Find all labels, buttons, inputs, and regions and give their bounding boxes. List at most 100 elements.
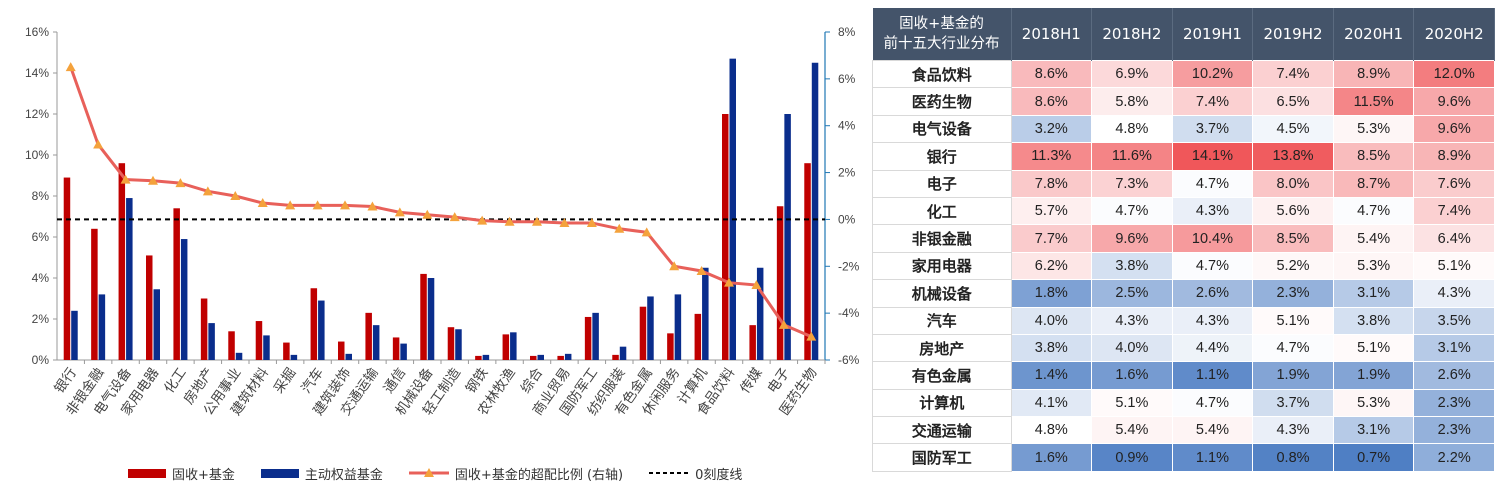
heatmap-cell: 5.6% bbox=[1252, 196, 1334, 226]
overweight-marker bbox=[559, 217, 570, 227]
right-tick-label: -4% bbox=[838, 306, 860, 320]
bar-fixed-plus bbox=[776, 206, 784, 360]
heatmap-cell: 3.2% bbox=[1010, 114, 1093, 144]
heatmap-cell: 7.6% bbox=[1413, 169, 1495, 198]
overweight-marker bbox=[751, 280, 762, 290]
overweight-marker bbox=[367, 201, 378, 211]
table-row: 非银金融 7.7% 9.6% 10.4% 8.5% 5.4% 6.4% bbox=[872, 224, 1495, 253]
heatmap-cell: 4.7% bbox=[1252, 333, 1334, 363]
heatmap-cell: 5.3% bbox=[1332, 388, 1415, 418]
heatmap-cell: 4.1% bbox=[1010, 388, 1093, 418]
bar-active-equity bbox=[564, 353, 572, 360]
heatmap-cell: 3.1% bbox=[1332, 416, 1415, 445]
bar-fixed-plus bbox=[420, 273, 427, 360]
bar-active-equity bbox=[647, 296, 654, 360]
industry-label: 非银金融 bbox=[872, 224, 1012, 253]
heatmap-cell: 8.6% bbox=[1010, 87, 1093, 116]
bar-fixed-plus bbox=[118, 163, 126, 360]
heatmap-cell: 8.7% bbox=[1332, 169, 1415, 198]
bar-active-equity bbox=[372, 325, 380, 360]
right-tick-label: -6% bbox=[838, 353, 860, 367]
industry-label: 计算机 bbox=[872, 388, 1012, 418]
header-title-line2: 前十五大行业分布 bbox=[883, 36, 1000, 52]
heatmap-table: 固收+基金的 前十五大行业分布 2018H1 2018H2 2019H1 201… bbox=[872, 8, 1495, 472]
bar-active-equity bbox=[263, 335, 270, 360]
right-tick-label: 2% bbox=[838, 166, 856, 180]
heatmap-cell: 1.6% bbox=[1010, 443, 1093, 472]
table-row: 机械设备 1.8% 2.5% 2.6% 2.3% 3.1% 4.3% bbox=[872, 279, 1495, 308]
heatmap-cell: 13.8% bbox=[1252, 142, 1334, 171]
table-corner-header: 固收+基金的 前十五大行业分布 bbox=[872, 8, 1012, 61]
bar-active-equity bbox=[674, 294, 682, 360]
heatmap-cell: 4.5% bbox=[1252, 114, 1334, 144]
heatmap-cell: 3.1% bbox=[1332, 279, 1415, 308]
heatmap-cell: 9.6% bbox=[1091, 224, 1173, 253]
heatmap-cell: 1.1% bbox=[1171, 443, 1254, 472]
heatmap-cell: 7.7% bbox=[1010, 224, 1093, 253]
heatmap-cell: 3.5% bbox=[1413, 306, 1495, 335]
heatmap-cell: 4.3% bbox=[1091, 306, 1173, 335]
heatmap-cell: 1.8% bbox=[1010, 279, 1093, 308]
legend-item-overweight: 固收+基金的超配比例 (右轴) bbox=[408, 464, 623, 483]
overweight-marker bbox=[504, 216, 515, 226]
heatmap-cell: 14.1% bbox=[1171, 142, 1254, 171]
heatmap-cell: 2.3% bbox=[1413, 416, 1495, 445]
heatmap-cell: 7.8% bbox=[1010, 169, 1093, 198]
column-header: 2018H2 bbox=[1091, 8, 1173, 61]
bar-fixed-plus bbox=[200, 298, 208, 360]
bar-fixed-plus bbox=[365, 312, 372, 360]
heatmap-cell: 8.9% bbox=[1332, 59, 1415, 89]
industry-label: 交通运输 bbox=[872, 416, 1012, 445]
heatmap-cell: 11.5% bbox=[1332, 87, 1415, 116]
heatmap-cell: 2.6% bbox=[1171, 279, 1254, 308]
table-row: 交通运输 4.8% 5.4% 5.4% 4.3% 3.1% 2.3% bbox=[872, 416, 1495, 445]
heatmap-cell: 4.7% bbox=[1171, 251, 1254, 281]
right-tick-label: 0% bbox=[838, 212, 856, 226]
heatmap-cell: 5.4% bbox=[1091, 416, 1173, 445]
table-row: 银行 11.3% 11.6% 14.1% 13.8% 8.5% 8.9% bbox=[872, 142, 1495, 171]
right-tick-label: 6% bbox=[838, 72, 856, 86]
heatmap-cell: 5.8% bbox=[1091, 87, 1173, 116]
bar-active-equity bbox=[619, 346, 627, 360]
legend-item-active-equity: 主动权益基金 bbox=[260, 464, 383, 483]
heatmap-cell: 4.7% bbox=[1171, 169, 1254, 198]
heatmap-cell: 5.2% bbox=[1252, 251, 1334, 281]
bar-fixed-plus bbox=[146, 255, 153, 360]
column-header: 2020H2 bbox=[1413, 8, 1495, 61]
left-tick-label: 8% bbox=[32, 189, 50, 203]
heatmap-cell: 0.9% bbox=[1091, 443, 1173, 472]
left-tick-label: 0% bbox=[32, 353, 50, 367]
industry-label: 银行 bbox=[872, 142, 1012, 171]
bar-fixed-plus bbox=[584, 316, 592, 360]
right-tick-label: 4% bbox=[838, 119, 856, 133]
overweight-marker bbox=[449, 212, 460, 222]
bar-active-equity bbox=[208, 323, 215, 360]
bar-active-equity bbox=[235, 352, 243, 360]
bar-fixed-plus bbox=[639, 306, 647, 360]
table-row: 电气设备 3.2% 4.8% 3.7% 4.5% 5.3% 9.6% bbox=[872, 114, 1495, 144]
left-tick-label: 16% bbox=[25, 25, 49, 39]
heatmap-cell: 8.6% bbox=[1010, 59, 1093, 89]
overweight-marker bbox=[669, 261, 680, 271]
overweight-marker bbox=[340, 200, 350, 210]
left-tick-label: 4% bbox=[32, 271, 50, 285]
overweight-marker bbox=[202, 186, 213, 196]
heatmap-cell: 3.7% bbox=[1252, 388, 1334, 418]
heatmap-cell: 7.4% bbox=[1413, 196, 1495, 226]
heatmap-cell: 7.4% bbox=[1252, 59, 1334, 89]
heatmap-cell: 6.5% bbox=[1252, 87, 1334, 116]
heatmap-cell: 3.1% bbox=[1413, 333, 1495, 363]
bar-fixed-plus bbox=[338, 341, 345, 360]
heatmap-cell: 4.4% bbox=[1171, 333, 1254, 363]
heatmap-cell: 5.1% bbox=[1252, 306, 1334, 335]
legend-label: 0刻度线 bbox=[695, 467, 743, 483]
bar-active-equity bbox=[400, 343, 407, 360]
heatmap-cell: 2.2% bbox=[1413, 443, 1495, 472]
bar-fixed-plus bbox=[91, 228, 98, 360]
heatmap-cell: 7.3% bbox=[1091, 169, 1173, 198]
heatmap-cell: 1.9% bbox=[1332, 361, 1415, 390]
bar-active-equity bbox=[482, 354, 490, 360]
bar-fixed-plus bbox=[749, 325, 756, 360]
table-row: 家用电器 6.2% 3.8% 4.7% 5.2% 5.3% 5.1% bbox=[872, 251, 1495, 281]
overweight-marker bbox=[614, 223, 625, 233]
